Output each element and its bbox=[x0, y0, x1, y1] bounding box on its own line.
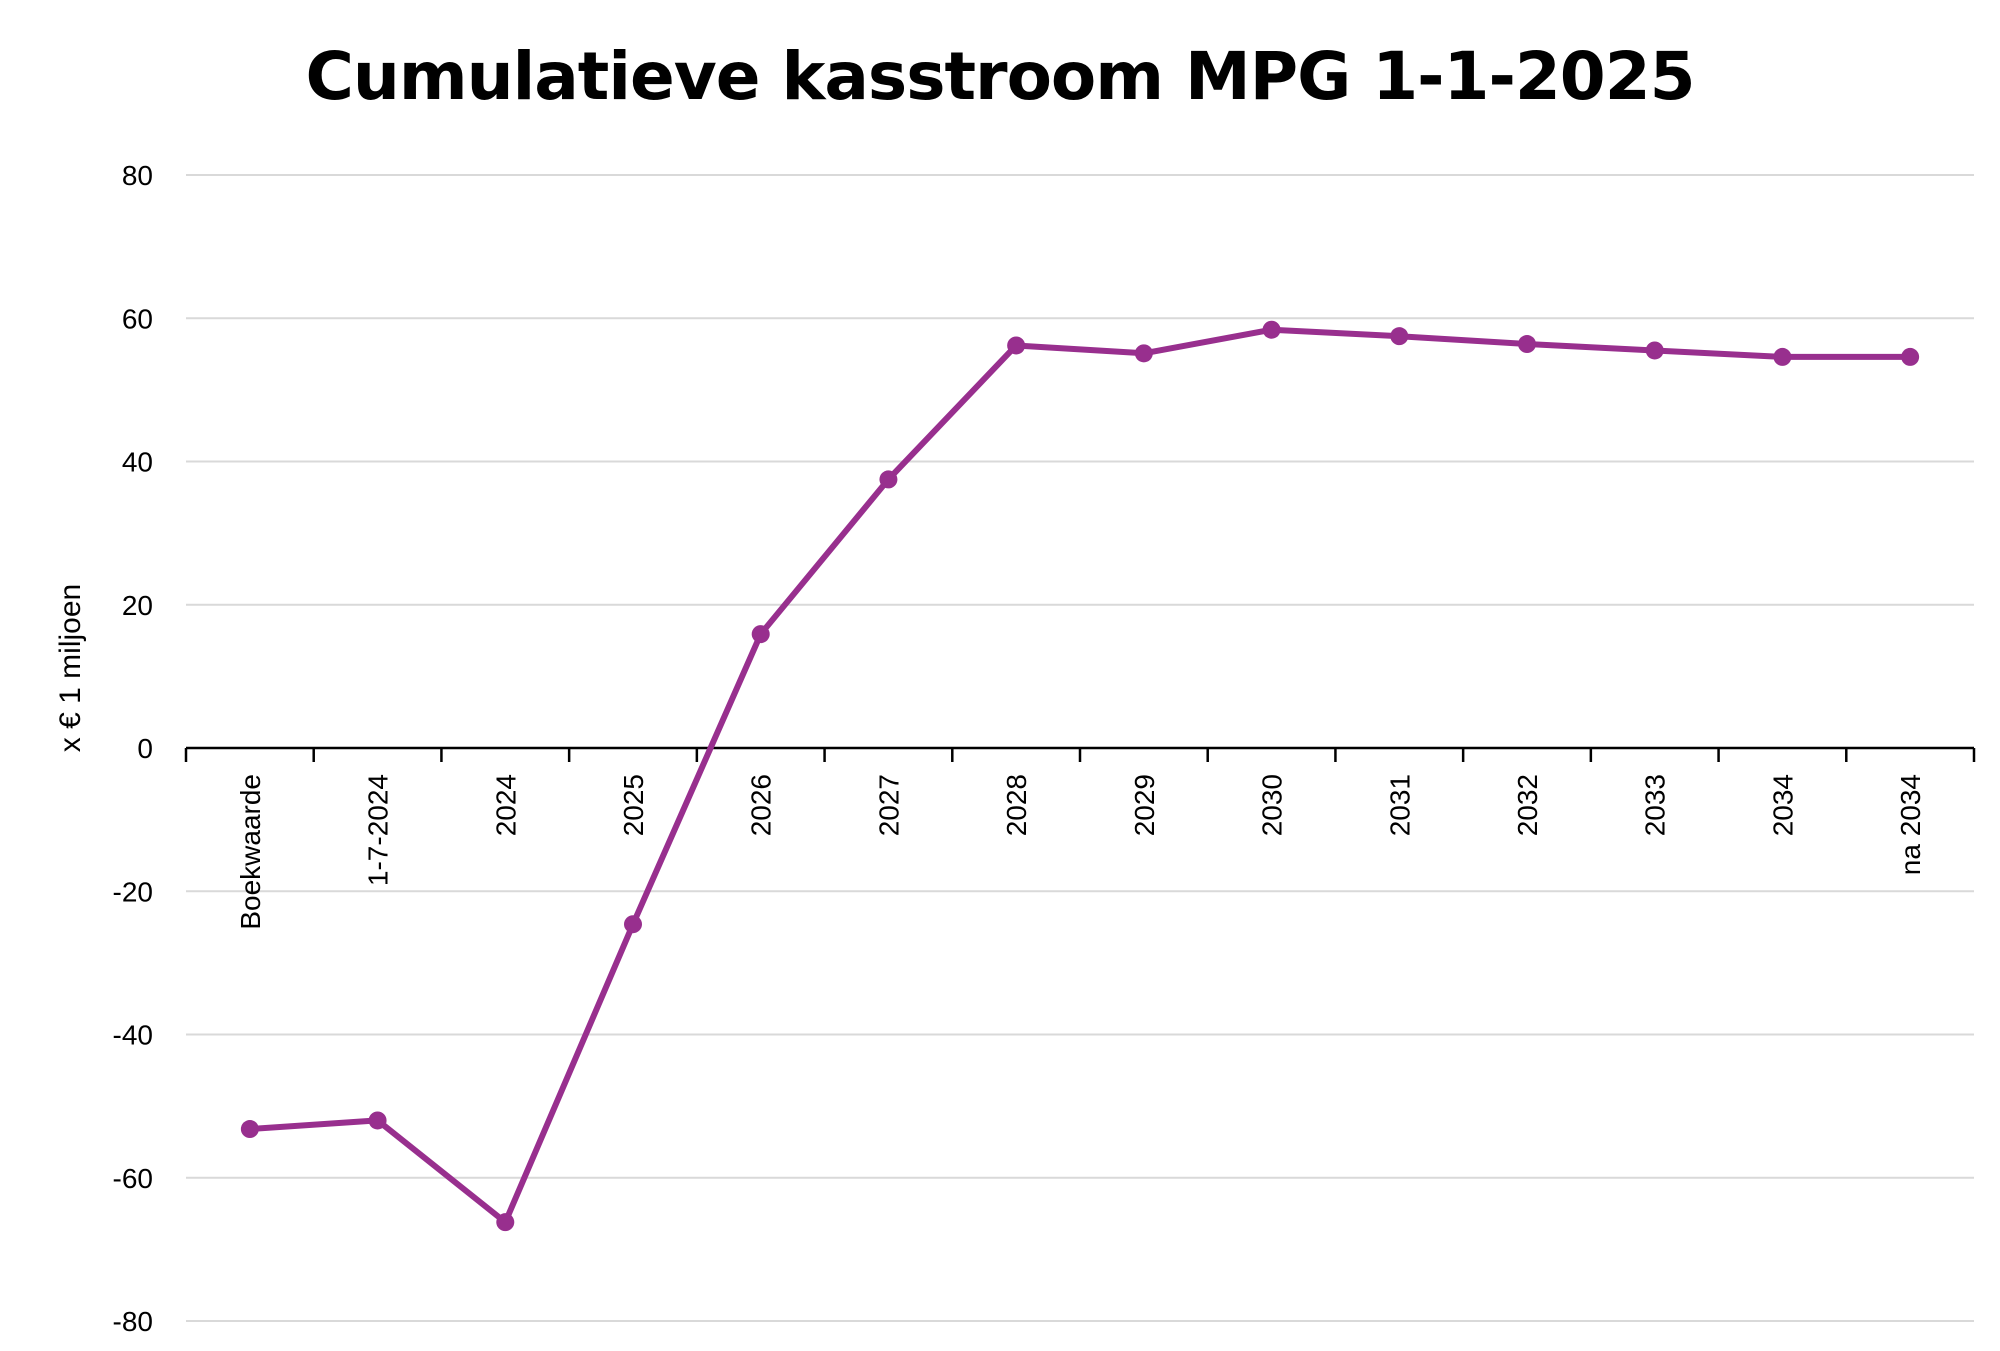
y-tick-label: 80 bbox=[122, 160, 153, 191]
x-tick-label: 2028 bbox=[1001, 774, 1032, 836]
y-tick-label: -40 bbox=[113, 1020, 153, 1051]
x-tick-label: na 2034 bbox=[1895, 774, 1926, 875]
data-point bbox=[1645, 341, 1664, 360]
x-tick-label: 2025 bbox=[618, 774, 649, 836]
y-tick-label: 40 bbox=[122, 447, 153, 478]
x-tick-label: 2027 bbox=[873, 774, 904, 836]
data-point bbox=[1390, 327, 1409, 346]
x-tick-label: 2030 bbox=[1257, 774, 1288, 836]
x-tick-label: 2029 bbox=[1129, 774, 1160, 836]
x-tick-label: 2031 bbox=[1384, 774, 1415, 836]
x-tick-label: 1-7-2024 bbox=[363, 774, 394, 886]
gridlines bbox=[186, 174, 1974, 1322]
x-tick-label: 2034 bbox=[1767, 774, 1798, 836]
series-group bbox=[240, 320, 1920, 1232]
x-tick-label: 2033 bbox=[1640, 774, 1671, 836]
data-point bbox=[879, 470, 898, 489]
data-point bbox=[368, 1111, 387, 1130]
y-tick-label: 60 bbox=[122, 303, 153, 334]
x-tick-label: Boekwaarde bbox=[235, 774, 266, 930]
x-tick-label: 2032 bbox=[1512, 774, 1543, 836]
data-point bbox=[1007, 336, 1026, 355]
y-tick-label: -80 bbox=[113, 1306, 153, 1337]
data-point bbox=[240, 1120, 259, 1139]
y-tick-label: 0 bbox=[137, 733, 153, 764]
data-point bbox=[624, 915, 642, 934]
y-tick-label: 20 bbox=[122, 590, 153, 621]
data-point bbox=[1134, 344, 1153, 363]
x-axis bbox=[184, 746, 1976, 762]
y-axis-label: x € 1 miljoen bbox=[54, 584, 87, 752]
data-point bbox=[1901, 347, 1920, 366]
series-line bbox=[249, 326, 1911, 1226]
chart-title: Cumulatieve kasstroom MPG 1-1-2025 bbox=[305, 38, 1695, 115]
data-point bbox=[1773, 347, 1792, 366]
data-point bbox=[1518, 335, 1536, 354]
x-tick-label: 2024 bbox=[490, 774, 521, 836]
y-tick-label: -60 bbox=[113, 1163, 153, 1194]
x-tick-label: 2026 bbox=[746, 774, 777, 836]
y-tick-label: -20 bbox=[113, 876, 153, 907]
y-axis-ticks: 80 60 40 20 0 -20 -40 -60 -80 bbox=[113, 160, 153, 1337]
data-point bbox=[496, 1213, 515, 1232]
x-axis-ticks: Boekwaarde 1-7-2024 2024 2025 2026 2027 2028 20… bbox=[235, 774, 1926, 930]
data-point bbox=[751, 625, 770, 644]
data-point bbox=[1262, 320, 1281, 339]
